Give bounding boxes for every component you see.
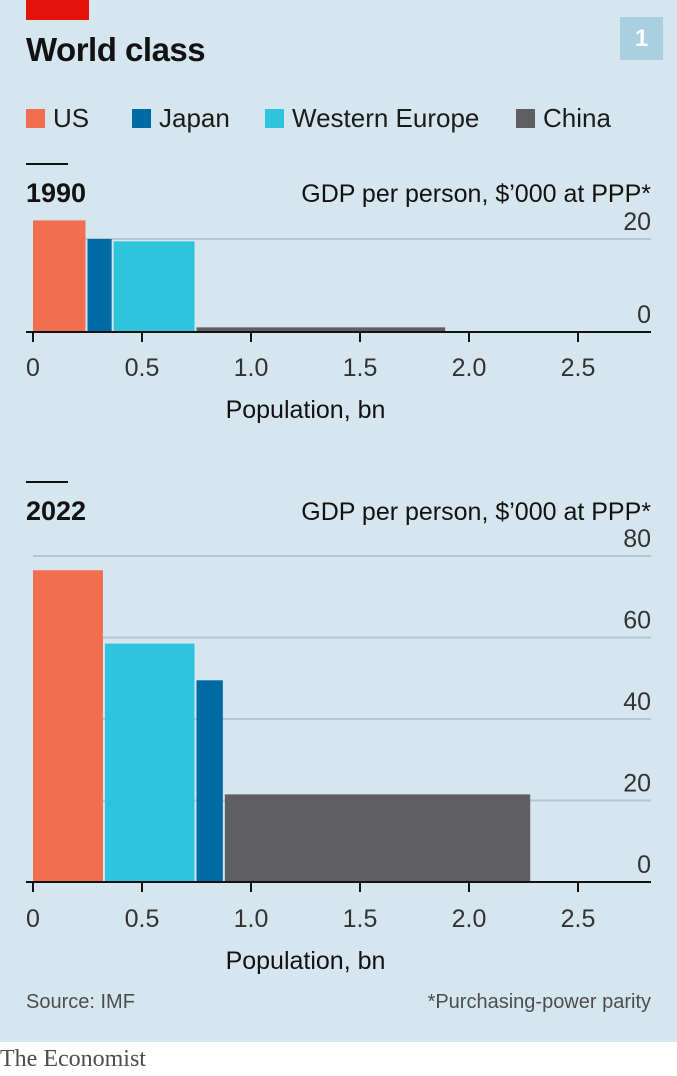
chart-figure: World class 1 US Japan Western Europe Ch…: [0, 0, 677, 1042]
x-tick-label-1990-1: 0.5: [125, 354, 160, 382]
y-tick-label-1990-20: 20: [623, 208, 651, 236]
legend-label-china: China: [543, 103, 611, 133]
chart-number-badge: 1: [620, 17, 663, 60]
x-axis-label-1990: Population, bn: [226, 396, 386, 424]
legend-label-western-europe: Western Europe: [292, 103, 480, 133]
source-note: Source: IMF: [26, 991, 135, 1013]
brand-wordmark: The Economist: [0, 1046, 146, 1072]
bar-2022-western-europe: [104, 643, 195, 882]
x-tick-label-2022-2: 1.0: [234, 905, 269, 933]
brand-red-tag: [26, 0, 89, 20]
legend-label-japan: Japan: [159, 103, 230, 133]
x-tick-label-2022-5: 2.5: [561, 905, 596, 933]
footnote: *Purchasing-power parity: [427, 991, 651, 1013]
legend-label-us: US: [53, 103, 90, 133]
x-tick-label-2022-0: 0: [26, 905, 40, 933]
y-tick-label-2022-0: 0: [637, 851, 651, 879]
chart-title: World class: [26, 31, 206, 68]
x-tick-label-2022-3: 1.5: [343, 905, 378, 933]
y-tick-label-2022-20: 20: [623, 770, 651, 798]
x-tick-label-2022-4: 2.0: [452, 905, 487, 933]
x-tick-label-1990-5: 2.5: [561, 354, 596, 382]
legend-swatch-china: [516, 109, 535, 128]
bar-1990-us: [33, 220, 86, 332]
x-tick-label-2022-1: 0.5: [125, 905, 160, 933]
x-tick-label-1990-4: 2.0: [452, 354, 487, 382]
bar-1990-western-europe: [113, 241, 195, 332]
x-tick-label-1990-3: 1.5: [343, 354, 378, 382]
y-axis-label-1990: GDP per person, $’000 at PPP*: [301, 180, 651, 208]
y-tick-label-2022-80: 80: [623, 525, 651, 553]
chart-panel-2022: 2022 GDP per person, $’000 at PPP* 0 20 40 60…: [26, 481, 651, 975]
x-tick-label-1990-2: 1.0: [234, 354, 269, 382]
y-tick-label-2022-40: 40: [623, 688, 651, 716]
y-tick-label-1990-0: 0: [637, 301, 651, 329]
y-tick-label-2022-60: 60: [623, 607, 651, 635]
chart-panel-1990: 1990 GDP per person, $’000 at PPP* 0 20 0 0.5…: [26, 163, 651, 424]
legend-swatch-us: [26, 109, 45, 128]
x-tick-label-1990-0: 0: [26, 354, 40, 382]
panel-title-1990: 1990: [26, 178, 86, 208]
bar-1990-china: [196, 327, 446, 332]
legend-swatch-western-europe: [265, 109, 284, 128]
panel-title-2022: 2022: [26, 496, 86, 526]
legend-swatch-japan: [132, 109, 151, 128]
bar-2022-japan: [196, 680, 223, 882]
bar-2022-china: [224, 794, 531, 882]
bar-1990-japan: [87, 239, 112, 332]
bar-2022-us: [33, 570, 103, 882]
x-axis-label-2022: Population, bn: [226, 947, 386, 975]
y-axis-label-2022: GDP per person, $’000 at PPP*: [301, 498, 651, 526]
